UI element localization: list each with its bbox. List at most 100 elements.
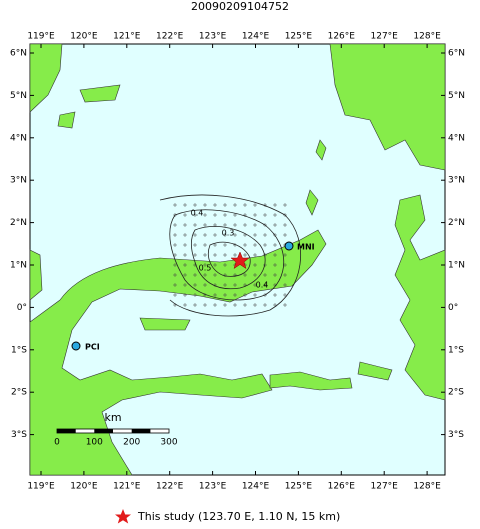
- station-label: MNI: [297, 243, 315, 252]
- lon-label: 124°E: [242, 32, 270, 42]
- grid-cross: [273, 253, 277, 257]
- lon-label: 123°E: [199, 32, 227, 42]
- grid-cross: [193, 233, 197, 237]
- grid-cross: [233, 203, 237, 207]
- epicenter-star: [230, 251, 250, 270]
- grid-cross: [233, 253, 237, 257]
- grid-cross: [223, 243, 227, 247]
- grid-cross: [203, 203, 207, 207]
- station-marker: [284, 241, 294, 251]
- grid-cross: [183, 243, 187, 247]
- grid-cross: [233, 303, 237, 307]
- grid-cross: [243, 203, 247, 207]
- lat-label: 4°N: [448, 133, 465, 143]
- grid-cross: [223, 233, 227, 237]
- station-label: PCI: [85, 343, 100, 352]
- lon-label: 124°E: [242, 482, 270, 492]
- grid-cross: [193, 243, 197, 247]
- grid-cross: [223, 263, 227, 267]
- grid-cross: [283, 203, 287, 207]
- grid-cross: [273, 263, 277, 267]
- grid-cross: [183, 213, 187, 217]
- grid-cross: [173, 283, 177, 287]
- grid-cross: [283, 283, 287, 287]
- lat-label: 2°N: [10, 218, 27, 228]
- lon-label: 120°E: [70, 32, 98, 42]
- lat-label: 6°N: [448, 49, 465, 59]
- grid-cross: [253, 233, 257, 237]
- grid-cross: [273, 223, 277, 227]
- lon-label: 127°E: [371, 482, 399, 492]
- grid-cross: [263, 233, 267, 237]
- grid-cross: [213, 213, 217, 217]
- grid-cross: [253, 293, 257, 297]
- grid-cross: [213, 263, 217, 267]
- lat-label: 5°N: [448, 91, 465, 101]
- lat-label: 0°: [17, 303, 27, 313]
- grid-cross: [203, 273, 207, 277]
- grid-cross: [213, 273, 217, 277]
- legend-star: [115, 509, 131, 524]
- grid-cross: [233, 213, 237, 217]
- legend-label: This study (123.70 E, 1.10 N, 15 km): [137, 510, 340, 523]
- grid-cross: [183, 223, 187, 227]
- grid-cross: [283, 233, 287, 237]
- grid-cross: [213, 233, 217, 237]
- grid-cross: [283, 303, 287, 307]
- grid-cross: [283, 253, 287, 257]
- lat-label: 2°S: [11, 388, 27, 398]
- grid-cross: [193, 223, 197, 227]
- contour-label: 0.4: [191, 209, 204, 218]
- grid-cross: [263, 243, 267, 247]
- grid-cross: [273, 203, 277, 207]
- grid-cross: [193, 283, 197, 287]
- grid-cross: [273, 293, 277, 297]
- lon-label: 128°E: [413, 32, 441, 42]
- grid-cross: [183, 283, 187, 287]
- grid-cross: [223, 203, 227, 207]
- grid-cross: [233, 233, 237, 237]
- lon-label: 122°E: [156, 32, 184, 42]
- grid-cross: [183, 233, 187, 237]
- grid-cross: [213, 253, 217, 257]
- grid-cross: [253, 263, 257, 267]
- contour-label: 0.3: [222, 229, 235, 238]
- grid-cross: [253, 273, 257, 277]
- grid-cross: [253, 283, 257, 287]
- grid-cross: [173, 273, 177, 277]
- grid-cross: [183, 303, 187, 307]
- grid-cross: [283, 223, 287, 227]
- grid-cross: [263, 273, 267, 277]
- grid-cross: [273, 273, 277, 277]
- grid-cross: [183, 203, 187, 207]
- lat-label: 2°N: [448, 218, 465, 228]
- grid-cross: [283, 293, 287, 297]
- grid-cross: [173, 263, 177, 267]
- grid-cross: [193, 213, 197, 217]
- lat-label: 6°N: [10, 49, 27, 59]
- grid-cross: [253, 303, 257, 307]
- grid-cross: [193, 273, 197, 277]
- grid-cross: [203, 213, 207, 217]
- grid-cross: [263, 283, 267, 287]
- land: [29, 43, 446, 476]
- grid-cross: [173, 233, 177, 237]
- grid-cross: [223, 253, 227, 257]
- grid-cross: [203, 223, 207, 227]
- grid-cross: [233, 223, 237, 227]
- grid-cross: [193, 203, 197, 207]
- lat-label: 4°N: [10, 133, 27, 143]
- grid-cross: [253, 223, 257, 227]
- grid-cross: [203, 253, 207, 257]
- grid-cross: [233, 293, 237, 297]
- grid-cross: [173, 293, 177, 297]
- grid-cross: [253, 253, 257, 257]
- grid-cross: [223, 283, 227, 287]
- grid-cross: [263, 213, 267, 217]
- lat-label: 5°N: [10, 91, 27, 101]
- lat-label: 1°S: [11, 345, 27, 355]
- grid-cross: [173, 243, 177, 247]
- lon-label: 126°E: [328, 32, 356, 42]
- grid-cross: [203, 283, 207, 287]
